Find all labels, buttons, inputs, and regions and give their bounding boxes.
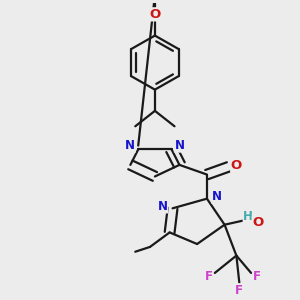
Text: N: N [158, 200, 168, 213]
Text: N: N [174, 139, 184, 152]
Text: F: F [235, 284, 243, 297]
Text: O: O [252, 216, 264, 229]
Text: O: O [149, 8, 161, 21]
Text: N: N [212, 190, 222, 203]
Text: H: H [243, 211, 253, 224]
Text: F: F [253, 270, 261, 283]
Text: F: F [205, 270, 213, 283]
Text: N: N [125, 139, 135, 152]
Text: O: O [231, 159, 242, 172]
